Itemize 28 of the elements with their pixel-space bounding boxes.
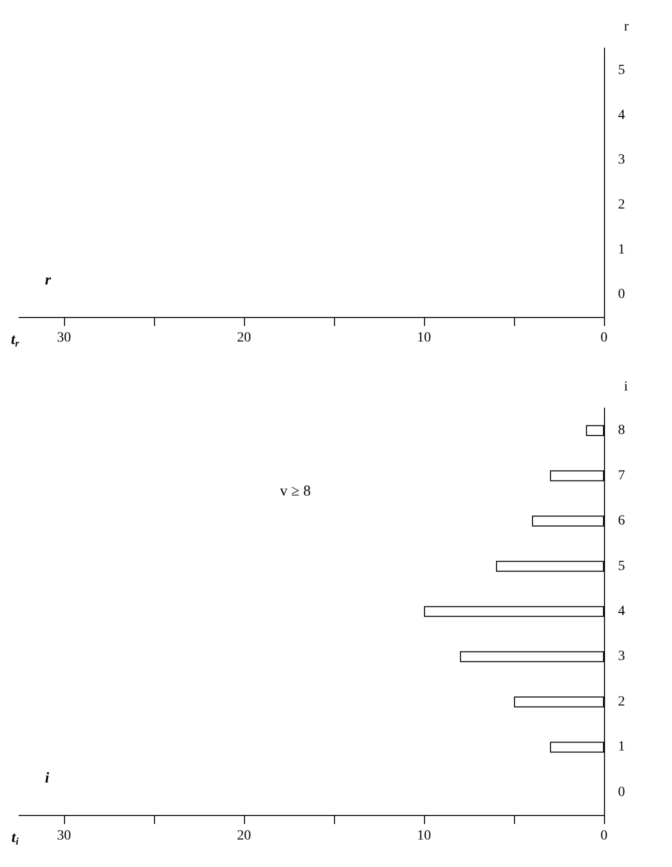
y-tick-label: 0: [618, 784, 625, 800]
annotation: v ≥ 8: [280, 484, 311, 500]
x-tick-label: 10: [417, 330, 431, 346]
y-tick-label: 5: [618, 62, 625, 78]
y-tick-label: 6: [618, 514, 625, 529]
x-tick-label: 10: [417, 828, 431, 844]
y-tick-label: 1: [618, 242, 625, 258]
y-tick-label: 2: [618, 694, 625, 710]
y-axis-title: r: [624, 20, 629, 34]
text: r: [45, 272, 51, 288]
x-tick-label: 20: [237, 330, 251, 346]
x-tick-label: 20: [237, 828, 251, 844]
y-tick-label: 3: [618, 152, 625, 168]
x-tick-label: 30: [57, 330, 71, 346]
x-tick-label: 0: [600, 828, 608, 844]
y-tick-label: 7: [618, 468, 625, 484]
text: i: [45, 770, 50, 786]
y-tick-label: 2: [618, 197, 625, 212]
y-axis-title: i: [624, 380, 628, 394]
y-tick-label: 4: [618, 604, 625, 619]
y-tick-label: 3: [618, 649, 625, 664]
x-tick-label: 0: [600, 330, 608, 346]
y-tick-label: 8: [618, 423, 625, 438]
y-tick-label: 1: [618, 740, 625, 755]
x-tick-label: 30: [57, 828, 71, 844]
y-tick-label: 4: [618, 108, 625, 123]
y-tick-label: 5: [618, 558, 625, 574]
y-tick-label: 0: [618, 287, 625, 302]
